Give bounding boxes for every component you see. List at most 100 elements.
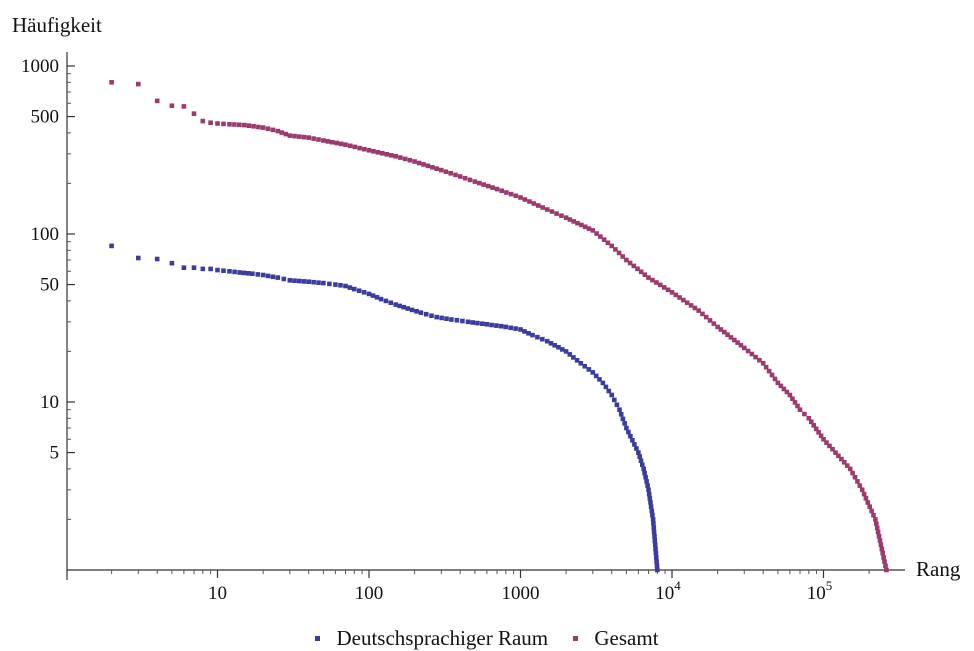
data-point (614, 402, 620, 408)
data-point (627, 260, 633, 266)
data-point (646, 491, 652, 497)
data-point (361, 290, 367, 295)
data-point (357, 145, 362, 151)
data-point (652, 538, 658, 543)
data-point (136, 255, 141, 261)
data-point (818, 433, 824, 439)
data-point (677, 295, 682, 300)
data-point (732, 337, 737, 343)
x-tick-label: 10 (208, 583, 227, 604)
data-point (334, 140, 339, 146)
data-point (232, 122, 237, 127)
data-point (388, 153, 394, 158)
data-point (522, 329, 527, 334)
data-point (489, 322, 494, 328)
data-point (684, 300, 690, 305)
data-point (215, 121, 220, 126)
data-point (470, 320, 475, 325)
data-point (884, 567, 889, 573)
data-point (605, 240, 611, 246)
data-point (347, 285, 353, 290)
data-point (227, 122, 232, 127)
data-point (215, 267, 220, 273)
data-point (574, 358, 580, 363)
data-point (208, 266, 213, 272)
data-point (245, 271, 251, 276)
data-point (655, 567, 660, 573)
data-point (651, 529, 657, 535)
data-point (241, 270, 247, 276)
data-point (397, 303, 402, 309)
data-point (643, 474, 648, 480)
data-point (200, 118, 206, 124)
data-point (109, 243, 114, 249)
data-point (850, 470, 855, 476)
data-point (287, 133, 293, 138)
data-point (347, 143, 353, 149)
data-point (601, 237, 607, 242)
data-point (624, 257, 629, 263)
data-point (237, 270, 242, 275)
data-point (457, 174, 463, 179)
data-point (388, 300, 394, 305)
data-point (393, 302, 398, 307)
x-tick-label: 105 (807, 578, 833, 604)
data-point (241, 122, 247, 128)
x-tick-label-base: 10 (655, 583, 674, 604)
data-point (654, 555, 659, 560)
data-point (352, 144, 358, 150)
data-point (281, 276, 287, 282)
data-point (434, 166, 440, 171)
data-point (865, 500, 871, 505)
data-point (439, 167, 444, 173)
data-point (688, 303, 694, 308)
data-point (653, 550, 659, 556)
data-point (296, 278, 302, 284)
data-point (715, 324, 720, 330)
x-tick-label: 1000 (502, 583, 540, 604)
data-point (275, 275, 281, 280)
data-point (613, 247, 618, 252)
x-ticks: 10 100 1000 104 105 (111, 570, 870, 604)
y-tick-label: 10 (40, 392, 59, 413)
data-point (638, 269, 644, 275)
data-point (232, 269, 237, 275)
data-point (540, 205, 545, 210)
data-point (647, 496, 653, 501)
data-point (852, 474, 858, 480)
data-point (778, 383, 784, 389)
data-point (383, 298, 389, 304)
data-point (661, 285, 667, 290)
data-point (700, 311, 705, 317)
data-point (742, 345, 747, 351)
data-point (503, 324, 509, 330)
data-point (301, 134, 307, 140)
data-point (644, 479, 649, 484)
data-point (154, 98, 160, 104)
x-axis: Rang 10 100 1000 104 105 (67, 557, 961, 604)
data-point (343, 142, 348, 147)
data-point (809, 419, 814, 425)
data-point (795, 403, 800, 409)
data-point (311, 279, 316, 285)
data-point (544, 338, 550, 344)
data-point (475, 320, 480, 326)
data-point (692, 305, 698, 311)
data-point (287, 278, 293, 283)
data-point (518, 195, 523, 200)
data-point (552, 343, 557, 348)
data-point (582, 224, 588, 230)
data-point (374, 295, 380, 300)
data-point (876, 534, 882, 539)
legend-swatch-gesamt (573, 636, 579, 641)
data-point (606, 388, 612, 394)
data-point (484, 322, 490, 327)
data-point (790, 396, 795, 401)
data-point (648, 504, 654, 509)
data-point (769, 372, 775, 378)
data-point (696, 308, 701, 313)
data-point (665, 287, 671, 293)
data-point (371, 149, 376, 154)
data-point (859, 487, 865, 493)
data-point (265, 126, 271, 131)
